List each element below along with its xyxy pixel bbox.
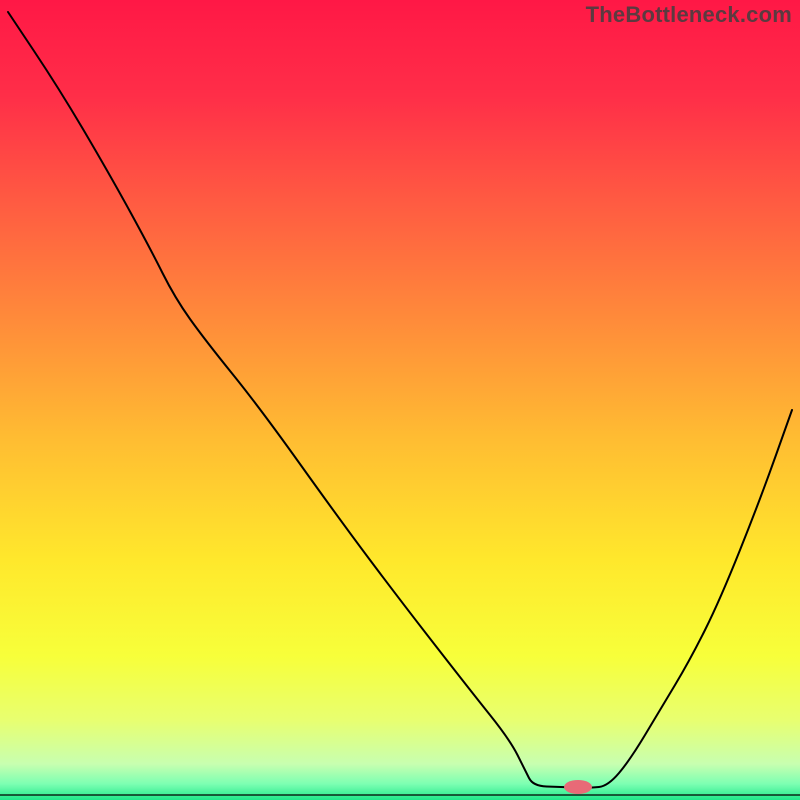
chart-plot (0, 0, 800, 800)
bottleneck-chart: TheBottleneck.com (0, 0, 800, 800)
chart-background (0, 0, 800, 800)
optimum-marker (564, 780, 592, 794)
watermark-text: TheBottleneck.com (586, 2, 792, 28)
